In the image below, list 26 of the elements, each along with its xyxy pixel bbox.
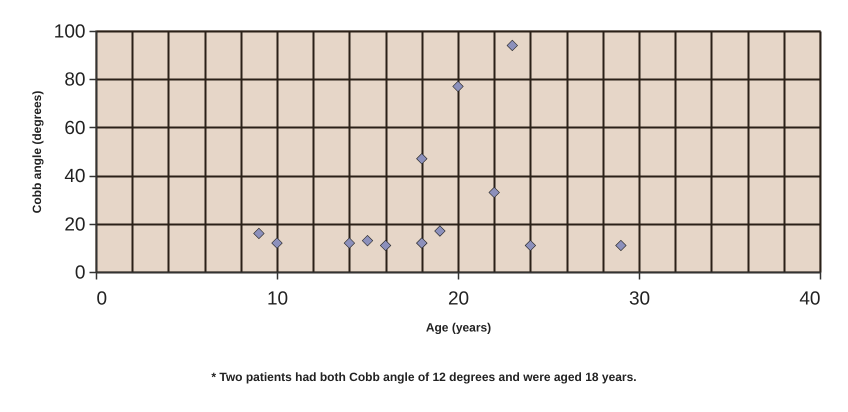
y-tick-label: 40 <box>64 166 86 188</box>
x-tick-label: 0 <box>96 288 108 310</box>
point <box>362 235 374 246</box>
point <box>506 40 518 52</box>
y-tick-label: 20 <box>64 214 86 236</box>
y-tick-label: 0 <box>74 262 86 284</box>
point <box>271 238 283 249</box>
x-tick-label: 20 <box>448 288 470 310</box>
y-tick-label: 60 <box>64 118 86 139</box>
point <box>452 80 464 92</box>
point <box>344 238 355 249</box>
point <box>488 186 500 198</box>
point <box>434 225 446 237</box>
text: * Two patients had both Cobb angle of 12 degrees and were aged 18 years. <box>210 370 638 384</box>
point <box>615 240 626 252</box>
x-tick-label: 40 <box>799 288 820 310</box>
x-tick-label: 30 <box>628 288 650 310</box>
y-axis-title: Cobb angle (degrees) <box>30 90 44 214</box>
point <box>524 240 536 252</box>
point <box>380 240 392 252</box>
x-tick-label: 10 <box>266 288 288 310</box>
y-tick-label: 100 <box>54 22 86 42</box>
point <box>416 153 428 164</box>
x-axis-title: Age (years) <box>426 320 492 334</box>
y-tick-label: 80 <box>64 70 86 91</box>
point <box>253 228 264 239</box>
